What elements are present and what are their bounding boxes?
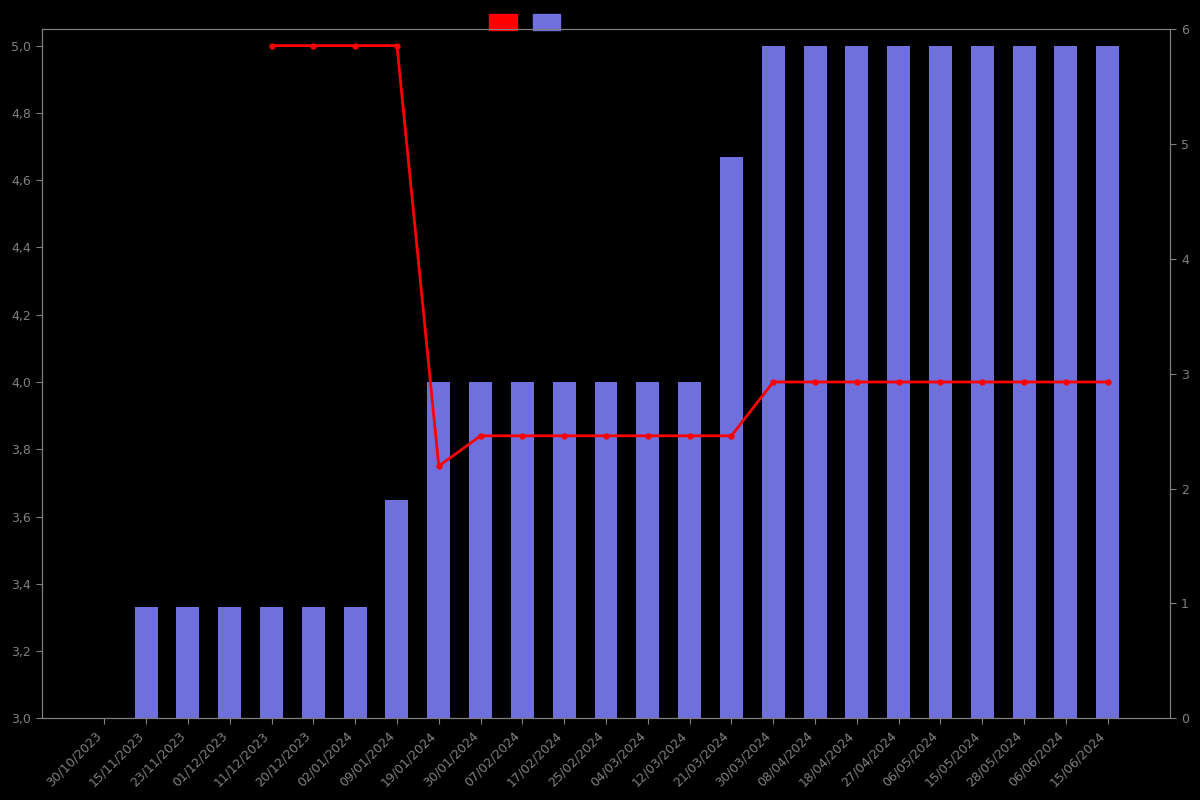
Bar: [385, 500, 408, 718]
Bar: [845, 46, 869, 718]
Bar: [176, 607, 199, 718]
Bar: [720, 157, 743, 718]
Bar: [469, 382, 492, 718]
Bar: [1055, 46, 1078, 718]
Bar: [636, 382, 659, 718]
Bar: [804, 46, 827, 718]
Bar: [302, 607, 325, 718]
Bar: [971, 46, 994, 718]
Bar: [678, 382, 701, 718]
Bar: [427, 382, 450, 718]
Bar: [1013, 46, 1036, 718]
Legend: , : ,: [484, 8, 570, 35]
Bar: [887, 46, 910, 718]
Bar: [511, 382, 534, 718]
Bar: [929, 46, 952, 718]
Bar: [343, 607, 367, 718]
Bar: [762, 46, 785, 718]
Bar: [1096, 46, 1120, 718]
Bar: [553, 382, 576, 718]
Bar: [134, 607, 157, 718]
Bar: [260, 607, 283, 718]
Bar: [218, 607, 241, 718]
Bar: [594, 382, 618, 718]
